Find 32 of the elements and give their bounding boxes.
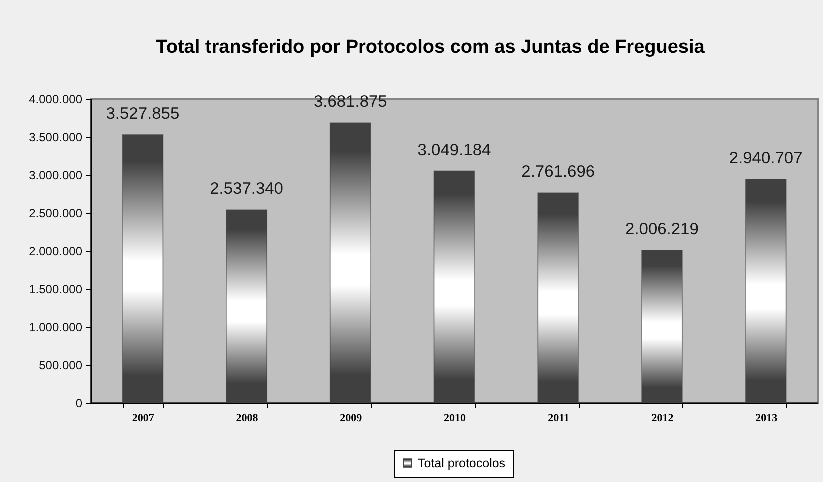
y-tick-label: 1.000.000 <box>29 320 83 334</box>
x-tick-label: 2013 <box>756 412 778 424</box>
y-tick-label: 1.500.000 <box>29 282 83 296</box>
data-label: 2.940.707 <box>729 150 803 168</box>
bar <box>122 134 164 404</box>
y-tick-label: 0 <box>76 396 83 410</box>
data-label: 2.006.219 <box>626 220 699 239</box>
x-tick-label: 2009 <box>340 412 363 424</box>
data-label: 2.537.340 <box>210 180 284 198</box>
y-tick-label: 500.000 <box>39 358 83 372</box>
bar <box>745 179 787 404</box>
x-tick-label: 2010 <box>444 412 466 424</box>
bar <box>226 210 268 404</box>
x-tick-label: 2007 <box>132 412 155 424</box>
y-tick-label: 3.000.000 <box>29 168 83 182</box>
legend-label: Total protocolos <box>418 456 506 470</box>
y-tick-label: 2.500.000 <box>29 206 83 220</box>
data-label: 3.681.875 <box>314 93 388 112</box>
x-tick-label: 2012 <box>652 412 674 424</box>
chart-title: Total transferido por Protocolos com as Juntas de Freguesia <box>156 37 706 58</box>
y-tick-label: 2.000.000 <box>29 244 83 258</box>
x-tick-label: 2011 <box>548 412 570 424</box>
data-label: 3.527.855 <box>106 104 180 123</box>
bar <box>434 170 476 404</box>
data-label: 2.761.696 <box>522 163 596 182</box>
y-tick-label: 3.500.000 <box>29 130 83 144</box>
y-tick-label: 4.000.000 <box>29 92 83 106</box>
bar <box>538 192 580 404</box>
data-label: 3.049.184 <box>418 141 492 160</box>
bar <box>641 250 683 404</box>
bar <box>330 122 372 404</box>
x-tick-label: 2008 <box>236 412 259 424</box>
